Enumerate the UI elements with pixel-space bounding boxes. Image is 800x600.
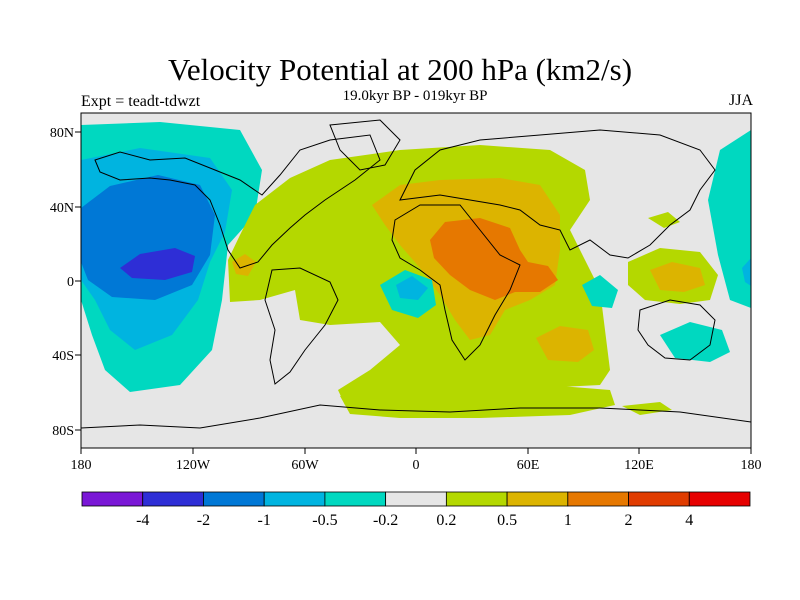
coastline-greenland <box>329 119 401 171</box>
y-tick-label-80n: 80N <box>50 126 74 141</box>
colorbar-swatch <box>445 491 508 507</box>
colorbar-label: 4 <box>685 512 693 529</box>
x-axis: 180 120W 60W 0 60E 120E 180 <box>71 448 762 473</box>
colorbar-swatch <box>263 491 326 507</box>
colorbar-label: 1 <box>564 512 572 529</box>
coastline-eurasia <box>399 129 716 259</box>
x-tick-label-0: 0 <box>413 458 420 473</box>
colorbar: -4 -2 -1 -0.5 -0.2 0.2 0.5 1 2 4 <box>81 491 751 529</box>
chart-title: Velocity Potential at 200 hPa (km2/s) <box>167 52 633 87</box>
colorbar-swatch <box>203 491 265 507</box>
x-tick-label-60w: 60W <box>291 458 319 473</box>
colorbar-label: 2 <box>625 512 633 529</box>
colorbar-label: 0.5 <box>497 512 517 529</box>
colorbar-swatch <box>385 491 447 507</box>
colorbar-label: -2 <box>197 512 210 529</box>
coastline-australia <box>637 299 716 361</box>
contour-neg-0.5-atlantic <box>396 276 428 300</box>
x-tick-label-120w: 120W <box>176 458 211 473</box>
contour-field <box>81 113 751 448</box>
colorbar-label: -0.2 <box>373 512 398 529</box>
season-label: JJA <box>728 92 753 109</box>
colorbar-label: 0.2 <box>436 512 456 529</box>
contour-pos-0.2-australia-south <box>622 402 672 415</box>
contour-pos-0.5-central-america <box>232 254 256 276</box>
experiment-label: Expt = teadt-tdwzt <box>81 93 201 110</box>
colorbar-swatch <box>567 491 629 507</box>
coastlines <box>81 119 751 429</box>
coastline-africa <box>391 204 521 361</box>
colorbar-swatch <box>688 491 751 507</box>
chart-subtitle: 19.0kyr BP - 019kyr BP <box>342 88 488 104</box>
contour-neg-0.2-indonesia-west <box>582 275 618 308</box>
contour-pos-0.5-indian <box>536 326 594 362</box>
colorbar-swatch <box>81 491 144 507</box>
contour-pos-0.2-southern <box>340 385 615 418</box>
colorbar-label: -1 <box>258 512 271 529</box>
contour-neg-2-pacific <box>120 248 195 280</box>
x-tick-label-60e: 60E <box>517 458 540 473</box>
colorbar-swatch <box>506 491 569 507</box>
coastline-north-america <box>94 134 381 269</box>
contour-pos-1-africa-arabia <box>430 218 558 300</box>
coastline-south-america <box>264 267 339 385</box>
y-tick-label-40s: 40S <box>52 349 74 364</box>
x-tick-label-180e: 180 <box>741 458 762 473</box>
y-tick-label-80s: 80S <box>52 424 74 439</box>
coastline-antarctica <box>81 404 751 429</box>
colorbar-label: -4 <box>136 512 149 529</box>
colorbar-swatch <box>628 491 690 507</box>
x-tick-label-120e: 120E <box>624 458 654 473</box>
colorbar-swatch <box>324 491 387 507</box>
y-axis: 80N 40N 0 40S 80S <box>50 126 81 439</box>
contour-neg-0.2-west-pacific <box>708 130 751 308</box>
colorbar-label: -0.5 <box>312 512 337 529</box>
x-tick-label-180w: 180 <box>71 458 92 473</box>
y-tick-label-0: 0 <box>67 275 74 290</box>
y-tick-label-40n: 40N <box>50 201 74 216</box>
colorbar-swatch <box>142 491 204 507</box>
contour-neg-0.5-west-pacific <box>742 258 751 286</box>
contour-pos-0.5-maritime <box>650 262 705 292</box>
